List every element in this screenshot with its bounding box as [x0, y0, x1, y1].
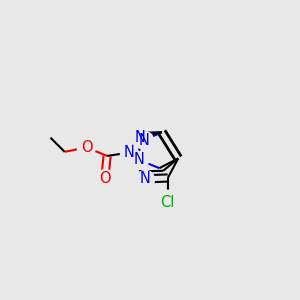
- Text: Cl: Cl: [160, 195, 175, 210]
- Text: N: N: [139, 133, 150, 148]
- Text: N: N: [133, 152, 144, 167]
- Text: N: N: [140, 171, 151, 186]
- Text: N: N: [124, 145, 135, 160]
- Text: O: O: [99, 171, 111, 186]
- Text: N: N: [135, 130, 146, 145]
- Text: O: O: [81, 140, 92, 155]
